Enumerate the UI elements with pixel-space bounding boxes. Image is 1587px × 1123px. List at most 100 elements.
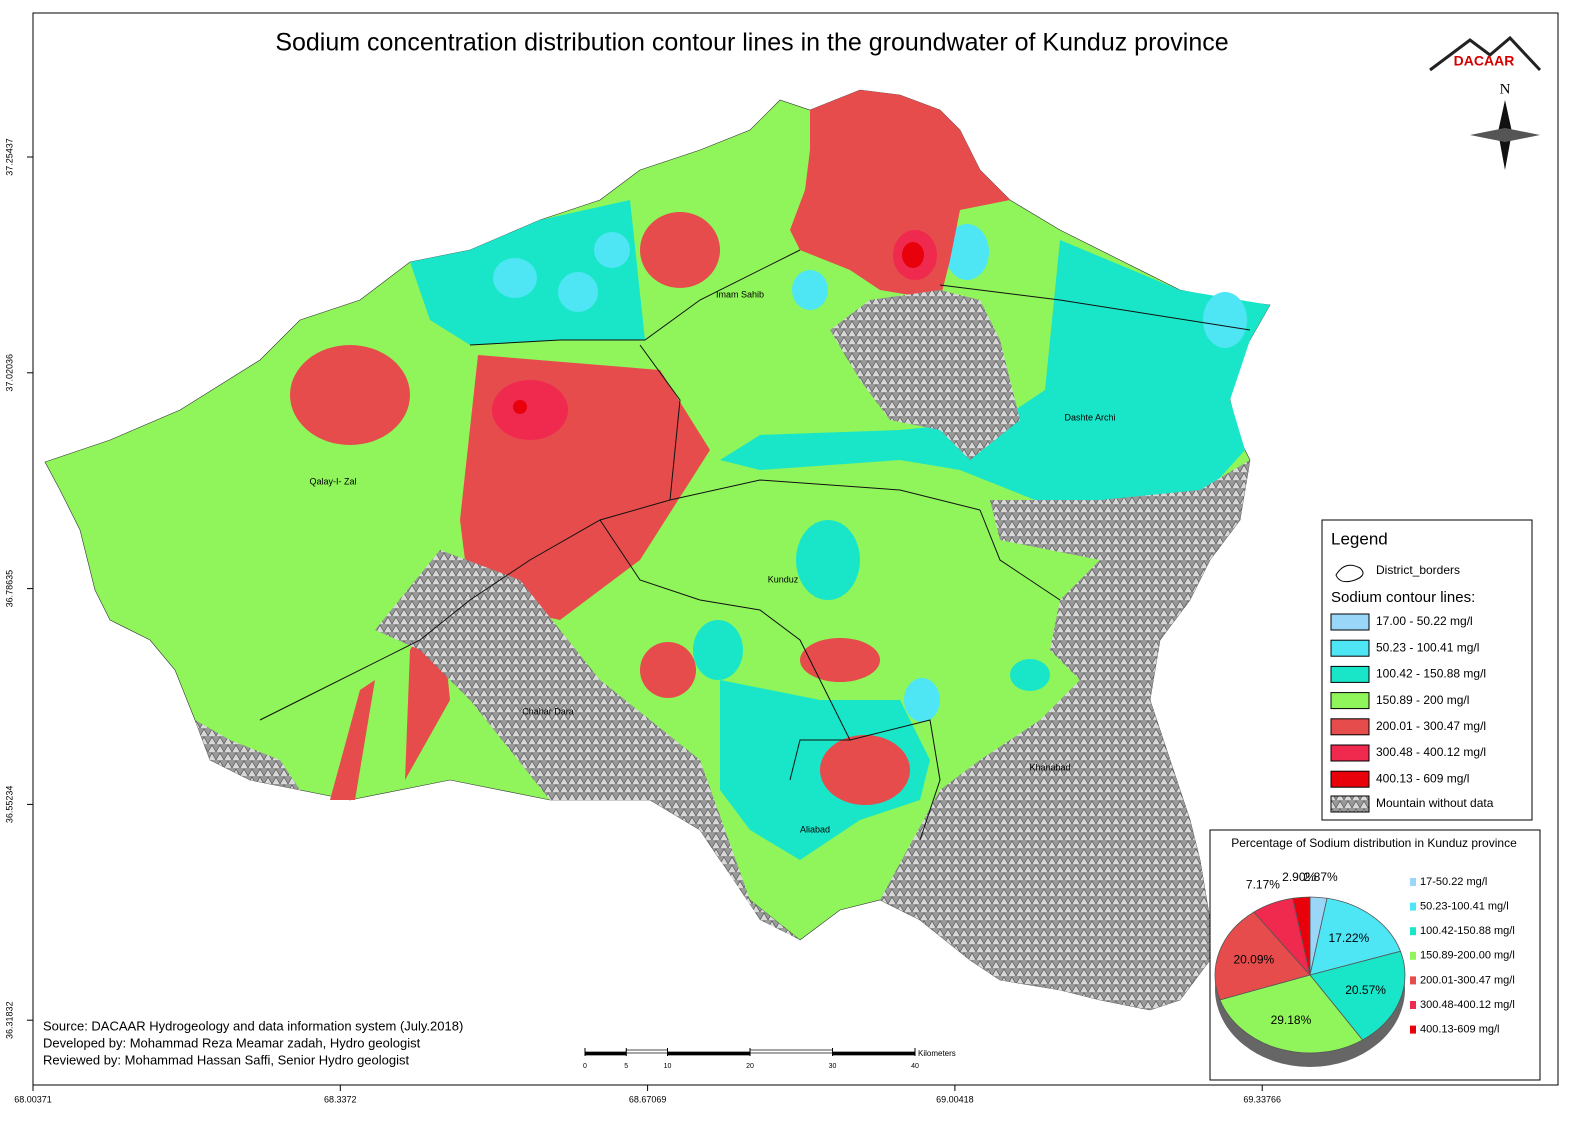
- zone: [693, 620, 743, 680]
- pie-legend-label: 50.23-100.41 mg/l: [1420, 901, 1509, 913]
- scale-tick-label: 30: [829, 1063, 837, 1070]
- zone: [640, 212, 720, 288]
- district-label: Khanabad: [1029, 762, 1070, 772]
- scale-tick-label: 40: [911, 1063, 919, 1070]
- zone: [640, 642, 696, 698]
- pie-legend-swatch: [1410, 1025, 1416, 1034]
- pie-value-label: 2.87%: [1304, 870, 1338, 884]
- scale-tick-label: 0: [583, 1063, 587, 1070]
- scale-bar: Kilometers 0 5 10 20 30 40: [583, 1048, 956, 1070]
- legend-swatch: [1330, 613, 1370, 631]
- north-arrow: N: [1470, 81, 1540, 170]
- pie-value-label: 20.09%: [1234, 953, 1275, 967]
- legend-item: District_borders: [1376, 563, 1460, 577]
- zone: [290, 345, 410, 445]
- zone: [513, 400, 527, 414]
- mountain: [880, 460, 1250, 1010]
- x-coord-label: 68.00371: [14, 1094, 52, 1104]
- zone: [492, 380, 568, 440]
- district-label: Aliabad: [800, 824, 830, 834]
- pie-panel: Percentage of Sodium distribution in Kun…: [1209, 829, 1541, 1081]
- logo: DACAAR: [1429, 35, 1542, 72]
- zone: [796, 520, 860, 600]
- pie-value-label: 2.90%: [1282, 870, 1316, 884]
- north-label: N: [1500, 81, 1511, 97]
- scale-tick-label: 10: [664, 1063, 672, 1070]
- legend-item: 300.48 - 400.12 mg/l: [1376, 745, 1486, 759]
- credit-line: Source: DACAAR Hydrogeology and data inf…: [43, 1018, 463, 1033]
- scale-segment: [749, 1049, 833, 1054]
- zone: [904, 678, 940, 722]
- y-coord-label: 36.31832: [4, 1001, 14, 1039]
- pie-legend-label: 17-50.22 mg/l: [1420, 876, 1487, 888]
- zone: [790, 90, 1010, 300]
- legend-classes: 17.00 - 50.22 mg/l 50.23 - 100.41 mg/l 100…: [1330, 613, 1486, 788]
- credit-line: Developed by: Mohammad Reza Meamar zadah…: [43, 1035, 421, 1050]
- pie-legend-swatch: [1410, 902, 1416, 911]
- credits: Source: DACAAR Hydrogeology and data inf…: [43, 1018, 463, 1067]
- zone: [902, 242, 924, 268]
- pie-slice: [1309, 897, 1402, 976]
- scale-segment: [584, 1051, 627, 1056]
- legend-swatch: [1330, 665, 1370, 683]
- zone: [1010, 659, 1050, 691]
- zone: [945, 224, 989, 280]
- legend-swatch: [1330, 744, 1370, 762]
- district-border: [259, 249, 1251, 841]
- y-coord-label: 37.02036: [4, 354, 14, 392]
- legend-swatch: [1330, 692, 1370, 710]
- pie-legend-label: 400.13-609 mg/l: [1420, 1024, 1500, 1036]
- zone: [820, 735, 910, 805]
- coordinates: 68.00371 68.3372 68.67069 69.00418 69.33766 3…: [4, 138, 1281, 1104]
- pie-legend-label: 200.01-300.47 mg/l: [1420, 974, 1515, 986]
- district-labels: Imam Sahib Dashte Archi Qalay-I- Zal Kunduz…: [309, 289, 1115, 834]
- map-title: Sodium concentration distribution contou…: [275, 29, 1228, 57]
- pie-title: Percentage of Sodium distribution in Kun…: [1231, 836, 1517, 850]
- legend-item: 17.00 - 50.22 mg/l: [1376, 614, 1473, 628]
- legend-swatch: [1330, 770, 1370, 788]
- scale-segment: [625, 1049, 668, 1054]
- pie-slice: [1309, 950, 1406, 1041]
- pie-legend-swatch: [1410, 927, 1416, 936]
- legend-item: Mountain without data: [1376, 796, 1494, 810]
- zone: [594, 232, 630, 268]
- legend-item: 200.01 - 300.47 mg/l: [1376, 719, 1486, 733]
- district-label: Kunduz: [768, 574, 799, 584]
- pie-legend-swatch: [1410, 951, 1416, 960]
- zone: [800, 638, 880, 682]
- x-coord-label: 69.00418: [936, 1094, 974, 1104]
- y-coord-label: 36.55234: [4, 786, 14, 824]
- legend-swatch: [1330, 795, 1370, 813]
- legend-subtitle: Sodium contour lines:: [1331, 589, 1475, 606]
- pie: 2.87% 17-50.22 mg/l 17.22% 50.23-100.41 mg/…: [1214, 870, 1515, 1067]
- pie-legend-swatch: [1410, 1001, 1416, 1009]
- district-label: Imam Sahib: [716, 289, 764, 299]
- pie-value-label: 29.18%: [1271, 1013, 1312, 1027]
- zone: [1203, 292, 1247, 348]
- district-label: Qalay-I- Zal: [309, 476, 356, 486]
- legend-title: Legend: [1331, 529, 1388, 548]
- logo-text: DACAAR: [1454, 53, 1515, 69]
- scale-segment: [667, 1051, 751, 1056]
- scale-segment: [832, 1051, 916, 1056]
- legend-item: 400.13 - 609 mg/l: [1376, 771, 1469, 785]
- scale-tick-label: 20: [746, 1063, 754, 1070]
- scale-tick-label: 5: [624, 1063, 628, 1070]
- mountain: [830, 290, 1020, 460]
- legend-item: 50.23 - 100.41 mg/l: [1376, 640, 1479, 654]
- pie-value-label: 20.57%: [1345, 983, 1386, 997]
- mountain: [375, 550, 800, 940]
- x-coord-label: 68.67069: [629, 1094, 667, 1104]
- mountain: [195, 720, 300, 790]
- pie-legend-label: 150.89-200.00 mg/l: [1420, 950, 1515, 962]
- pie-slice: [1219, 974, 1364, 1054]
- pie-legend-label: 300.48-400.12 mg/l: [1420, 999, 1515, 1011]
- zone: [558, 272, 598, 312]
- pie-legend-label: 100.42-150.88 mg/l: [1420, 925, 1515, 937]
- zone: [792, 270, 828, 310]
- zone: [720, 240, 1270, 530]
- credit-line: Reviewed by: Mohammad Hassan Saffi, Seni…: [43, 1052, 409, 1067]
- pie-value-label: 17.22%: [1329, 931, 1370, 945]
- legend-item: 150.89 - 200 mg/l: [1376, 693, 1469, 707]
